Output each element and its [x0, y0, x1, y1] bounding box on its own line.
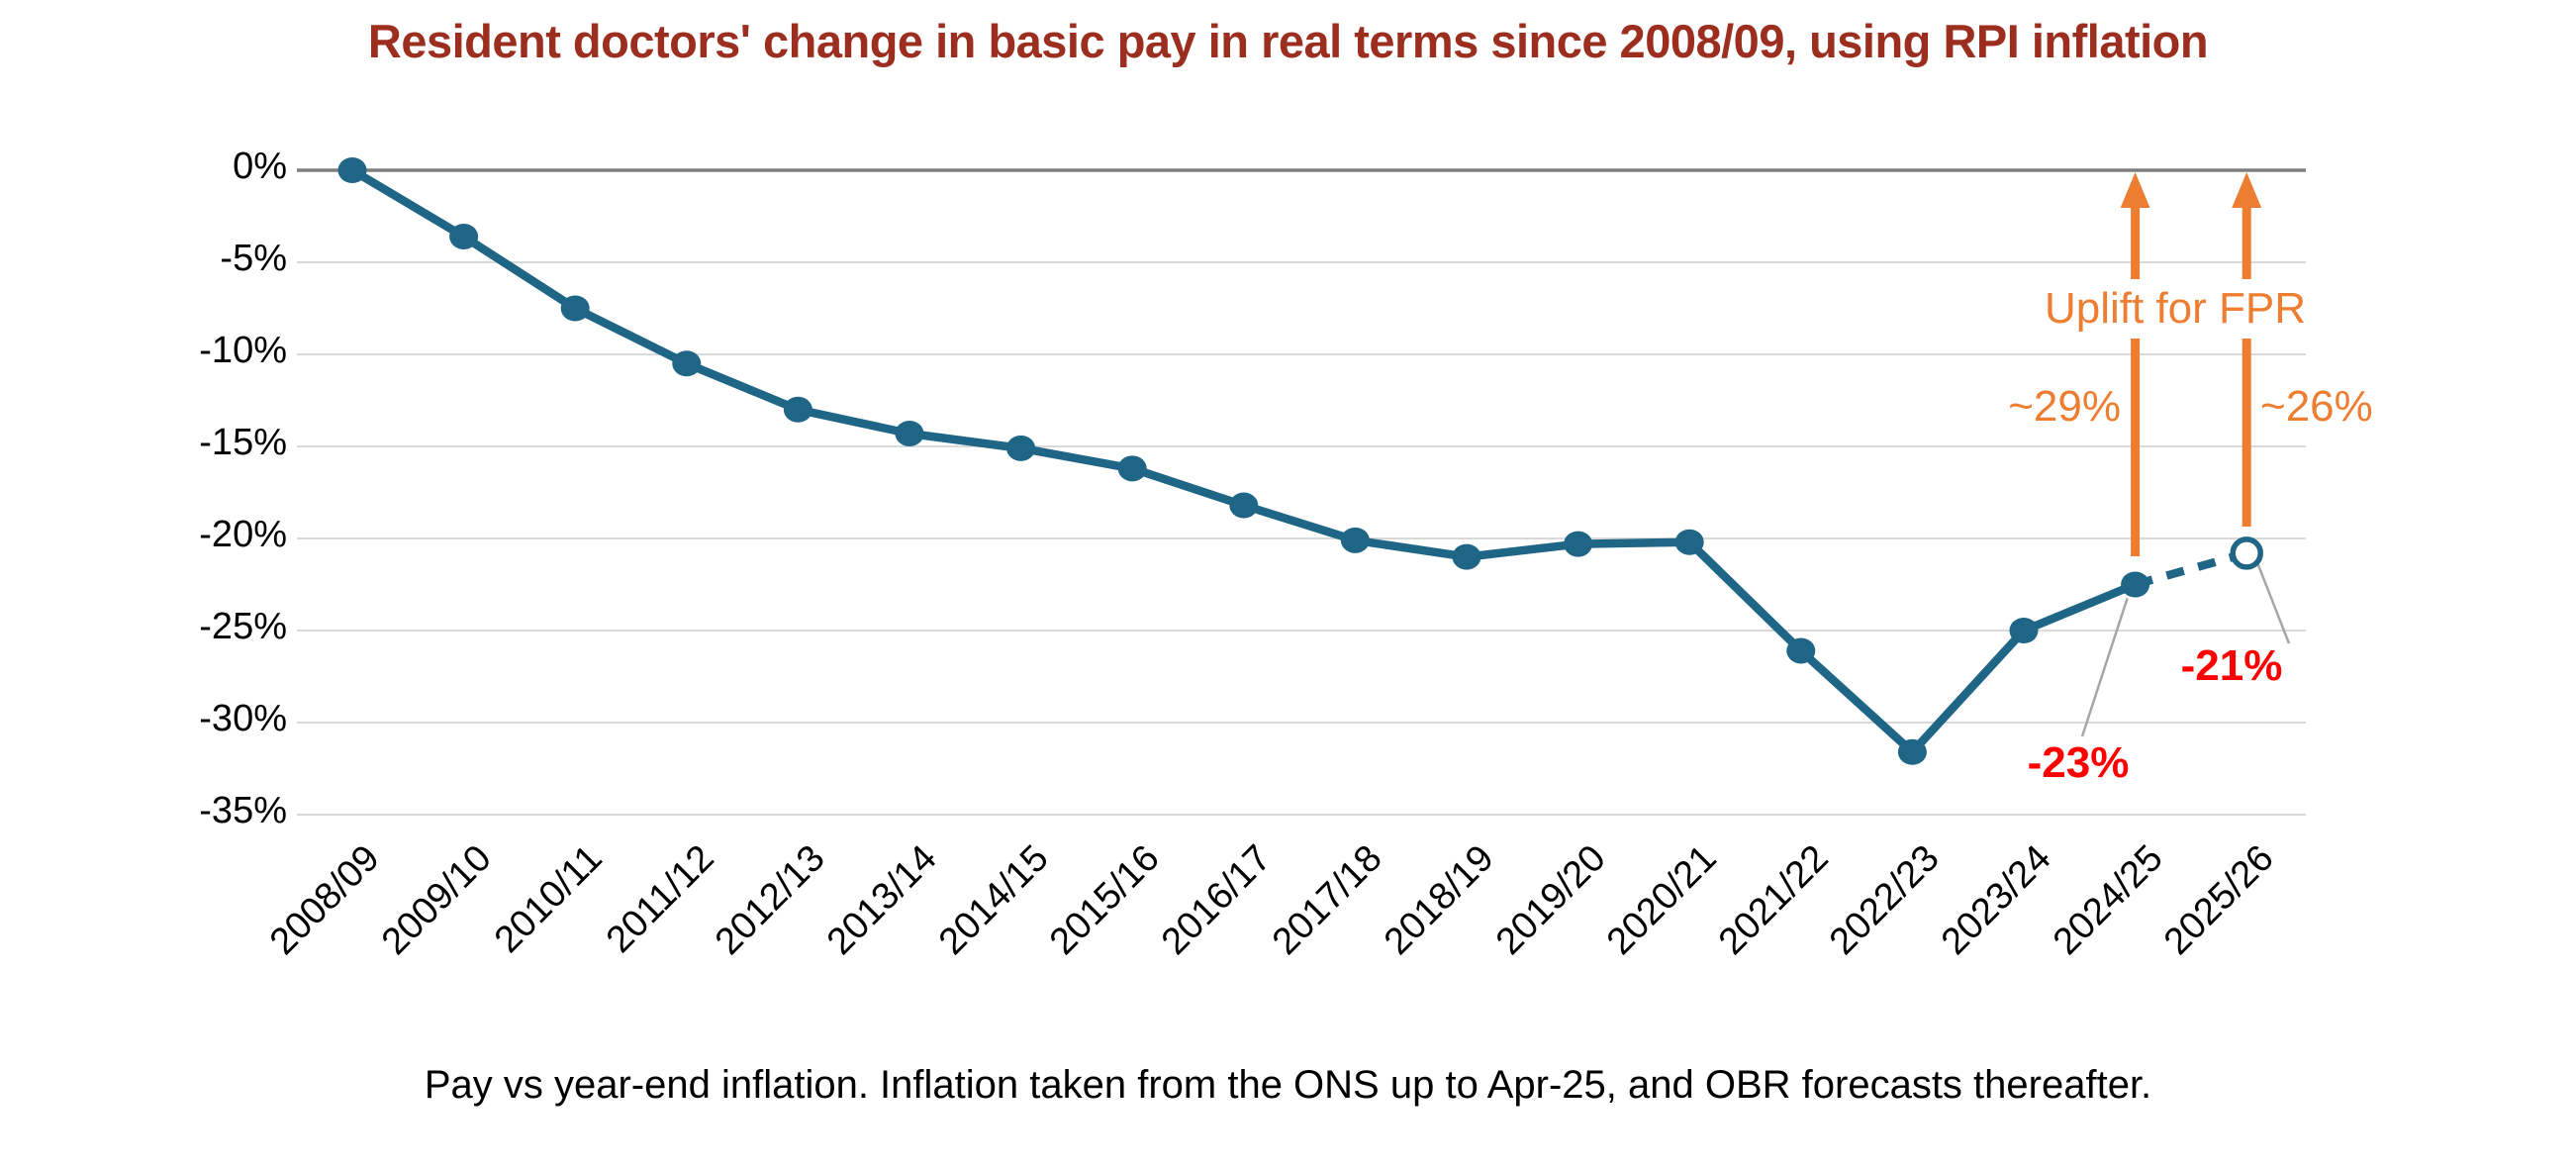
- fpr-uplift-pct-2025-26: ~26%: [2260, 382, 2373, 431]
- fpr-uplift-arrow-2024-25-shaft: [2131, 204, 2141, 556]
- data-point-marker: [895, 420, 924, 446]
- pay-erosion-line: [347, 165, 2140, 757]
- data-point-marker: [560, 295, 590, 322]
- data-point-marker: [2121, 571, 2150, 598]
- y-axis-tick-label: 0%: [233, 146, 287, 187]
- data-point-marker: [1897, 738, 1927, 765]
- forecast-point-marker: [2230, 536, 2263, 570]
- data-label-2024-25: -23%: [2027, 738, 2130, 787]
- fpr-uplift-pct-2024-25: ~29%: [2008, 382, 2121, 431]
- y-axis-tick-label: -25%: [199, 606, 287, 647]
- fpr-uplift-arrow-2025-26-shaft: [2242, 204, 2251, 527]
- data-point-marker: [2009, 618, 2039, 643]
- y-axis-tick-label: -10%: [199, 330, 287, 371]
- chart-footnote: Pay vs year-end inflation. Inflation tak…: [424, 1063, 2152, 1107]
- data-point-marker: [1117, 455, 1147, 482]
- data-label-2025-26: -21%: [2180, 641, 2283, 690]
- forecast-dashed-segment: [2134, 548, 2248, 589]
- y-axis-tick-label: -5%: [220, 238, 287, 279]
- data-point-marker: [337, 157, 367, 183]
- data-point-marker: [1452, 543, 1481, 570]
- data-point-marker: [783, 396, 812, 423]
- data-point-marker: [1340, 527, 1370, 553]
- data-point-marker: [449, 223, 479, 249]
- fpr-uplift-arrow-2025-26-head: [2232, 172, 2262, 208]
- data-point-marker: [1229, 492, 1259, 519]
- fpr-uplift-arrow-2024-25-head: [2120, 172, 2150, 208]
- fpr-uplift-annotation-label: Uplift for FPR: [2019, 279, 2332, 339]
- callout-line-2024-25: [2080, 598, 2129, 737]
- data-point-marker: [1786, 637, 1816, 664]
- data-point-marker: [1006, 435, 1036, 461]
- data-point-marker: [1674, 529, 1704, 555]
- y-axis-tick-label: -30%: [199, 698, 287, 739]
- y-axis-tick-label: -20%: [199, 514, 287, 555]
- y-axis-tick-label: -35%: [199, 790, 287, 831]
- data-point-marker: [672, 350, 702, 377]
- chart-title: Resident doctors' change in basic pay in…: [367, 15, 2209, 67]
- callout-line-2025-26: [2256, 562, 2291, 644]
- data-point-marker: [1564, 531, 1593, 557]
- y-axis-tick-label: -15%: [199, 422, 287, 463]
